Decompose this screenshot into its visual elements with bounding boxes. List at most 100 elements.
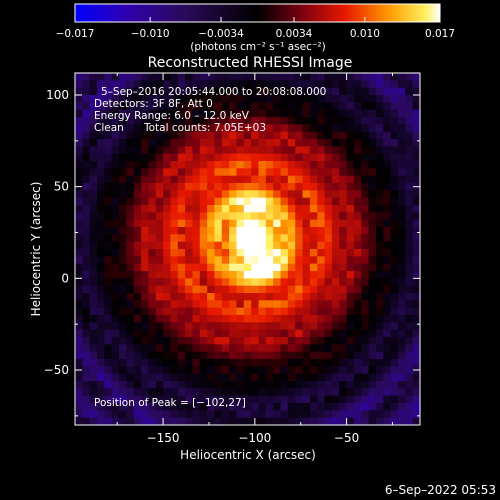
heatmap-cell — [126, 410, 135, 419]
heatmap-cell — [302, 278, 311, 287]
heatmap-cell — [331, 322, 340, 331]
heatmap-cell — [75, 410, 83, 419]
heatmap-cell — [280, 175, 289, 184]
heatmap-cell — [126, 212, 135, 221]
heatmap-cell — [207, 410, 216, 419]
heatmap-cell — [251, 168, 260, 177]
heatmap-cell — [375, 117, 384, 125]
heatmap-cell — [317, 95, 326, 103]
heatmap-cell — [199, 190, 208, 199]
heatmap-cell — [280, 307, 289, 316]
heatmap-cell — [229, 315, 238, 323]
heatmap-cell — [309, 285, 318, 294]
heatmap-cell — [192, 117, 201, 125]
heatmap-cell — [89, 403, 98, 411]
heatmap-cell — [148, 109, 157, 118]
heatmap-cell — [177, 366, 186, 375]
heatmap-cell — [111, 153, 120, 162]
heatmap-cell — [163, 183, 172, 191]
heatmap-cell — [119, 183, 127, 191]
heatmap-cell — [148, 271, 157, 279]
heatmap-cell — [163, 322, 172, 331]
heatmap-cell — [361, 417, 370, 425]
heatmap-cell — [221, 102, 230, 111]
heatmap-cell — [207, 366, 216, 375]
heatmap-cell — [148, 278, 157, 287]
heatmap-cell — [192, 395, 201, 404]
heatmap-cell — [141, 359, 149, 367]
heatmap-cell — [177, 80, 186, 89]
heatmap-cell — [361, 205, 370, 213]
heatmap-cell — [251, 366, 260, 375]
heatmap-cell — [397, 219, 406, 228]
heatmap-cell — [346, 337, 355, 345]
heatmap-cell — [97, 205, 105, 213]
heatmap-cell — [309, 205, 318, 213]
heatmap-cell — [405, 161, 414, 169]
heatmap-cell — [375, 359, 384, 367]
heatmap-cell — [82, 373, 91, 382]
heatmap-cell — [126, 227, 135, 235]
heatmap-cell — [229, 102, 238, 111]
heatmap-cell — [221, 227, 230, 235]
heatmap-cell — [185, 102, 194, 111]
heatmap-cell — [295, 197, 304, 206]
heatmap-cell — [155, 109, 164, 118]
heatmap-cell — [221, 175, 230, 184]
heatmap-cell — [119, 300, 127, 309]
heatmap-cell — [214, 234, 223, 243]
heatmap-cell — [324, 322, 333, 331]
heatmap-cell — [383, 227, 392, 235]
heatmap-cell — [75, 146, 83, 155]
heatmap-cell — [302, 175, 311, 184]
heatmap-cell — [199, 359, 208, 367]
heatmap-cell — [405, 227, 414, 235]
heatmap-cell — [185, 153, 194, 162]
heatmap-cell — [82, 234, 91, 243]
heatmap-cell — [339, 183, 348, 191]
heatmap-cell — [346, 381, 355, 389]
colorbar-tick-label: 0.017 — [425, 28, 455, 40]
heatmap-cell — [170, 403, 179, 411]
heatmap-cell — [104, 80, 113, 89]
heatmap-cell — [368, 249, 377, 257]
heatmap-cell — [89, 344, 98, 353]
heatmap-cell — [163, 190, 172, 199]
heatmap-cell — [375, 381, 384, 389]
heatmap-cell — [155, 307, 164, 316]
heatmap-cell — [375, 271, 384, 279]
heatmap-cell — [375, 205, 384, 213]
heatmap-cell — [192, 175, 201, 184]
heatmap-cell — [133, 197, 142, 206]
heatmap-cell — [89, 410, 98, 419]
heatmap-cell — [75, 234, 83, 243]
heatmap-cell — [199, 278, 208, 287]
heatmap-cell — [155, 219, 164, 228]
heatmap-cell — [229, 197, 238, 206]
heatmap-cell — [295, 373, 304, 382]
heatmap-cell — [383, 366, 392, 375]
heatmap-cell — [353, 190, 362, 199]
x-tick-label: −150 — [147, 431, 180, 445]
heatmap-cell — [207, 197, 216, 206]
heatmap-cell — [177, 234, 186, 243]
heatmap-cell — [368, 351, 377, 360]
heatmap-cell — [324, 373, 333, 382]
heatmap-cell — [295, 219, 304, 228]
heatmap-cell — [185, 351, 194, 360]
heatmap-cell — [111, 219, 120, 228]
heatmap-cell — [82, 300, 91, 309]
colorbar-tick-label: 0.010 — [350, 28, 380, 40]
heatmap-cell — [265, 117, 274, 125]
heatmap-cell — [185, 161, 194, 169]
heatmap-cell — [199, 109, 208, 118]
heatmap-cell — [141, 403, 149, 411]
heatmap-cell — [353, 388, 362, 397]
heatmap-cell — [383, 322, 392, 331]
heatmap-cell — [317, 395, 326, 404]
heatmap-cell — [97, 183, 105, 191]
heatmap-cell — [126, 300, 135, 309]
heatmap-cell — [346, 168, 355, 177]
heatmap-cell — [383, 190, 392, 199]
heatmap-cell — [302, 109, 311, 118]
